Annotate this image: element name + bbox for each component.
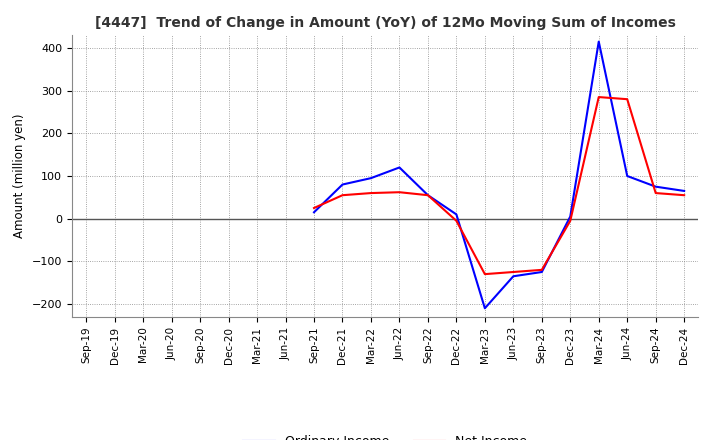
- Line: Net Income: Net Income: [314, 97, 684, 274]
- Ordinary Income: [595, 39, 603, 44]
- Legend: Ordinary Income, Net Income: Ordinary Income, Net Income: [238, 430, 532, 440]
- Net Income: [537, 267, 546, 272]
- Ordinary Income: [423, 193, 432, 198]
- Y-axis label: Amount (million yen): Amount (million yen): [13, 114, 26, 238]
- Net Income: [652, 191, 660, 196]
- Ordinary Income: [509, 274, 518, 279]
- Net Income: [423, 193, 432, 198]
- Net Income: [680, 193, 688, 198]
- Ordinary Income: [480, 306, 489, 311]
- Ordinary Income: [623, 173, 631, 179]
- Ordinary Income: [566, 214, 575, 219]
- Net Income: [338, 193, 347, 198]
- Ordinary Income: [338, 182, 347, 187]
- Net Income: [366, 191, 375, 196]
- Net Income: [595, 95, 603, 100]
- Ordinary Income: [652, 184, 660, 189]
- Net Income: [623, 96, 631, 102]
- Net Income: [480, 271, 489, 277]
- Ordinary Income: [395, 165, 404, 170]
- Net Income: [310, 205, 318, 211]
- Title: [4447]  Trend of Change in Amount (YoY) of 12Mo Moving Sum of Incomes: [4447] Trend of Change in Amount (YoY) o…: [95, 16, 675, 30]
- Ordinary Income: [537, 269, 546, 275]
- Net Income: [395, 190, 404, 195]
- Net Income: [509, 269, 518, 275]
- Ordinary Income: [366, 176, 375, 181]
- Ordinary Income: [310, 209, 318, 215]
- Net Income: [452, 218, 461, 224]
- Ordinary Income: [452, 212, 461, 217]
- Net Income: [566, 218, 575, 224]
- Ordinary Income: [680, 188, 688, 194]
- Line: Ordinary Income: Ordinary Income: [314, 42, 684, 308]
